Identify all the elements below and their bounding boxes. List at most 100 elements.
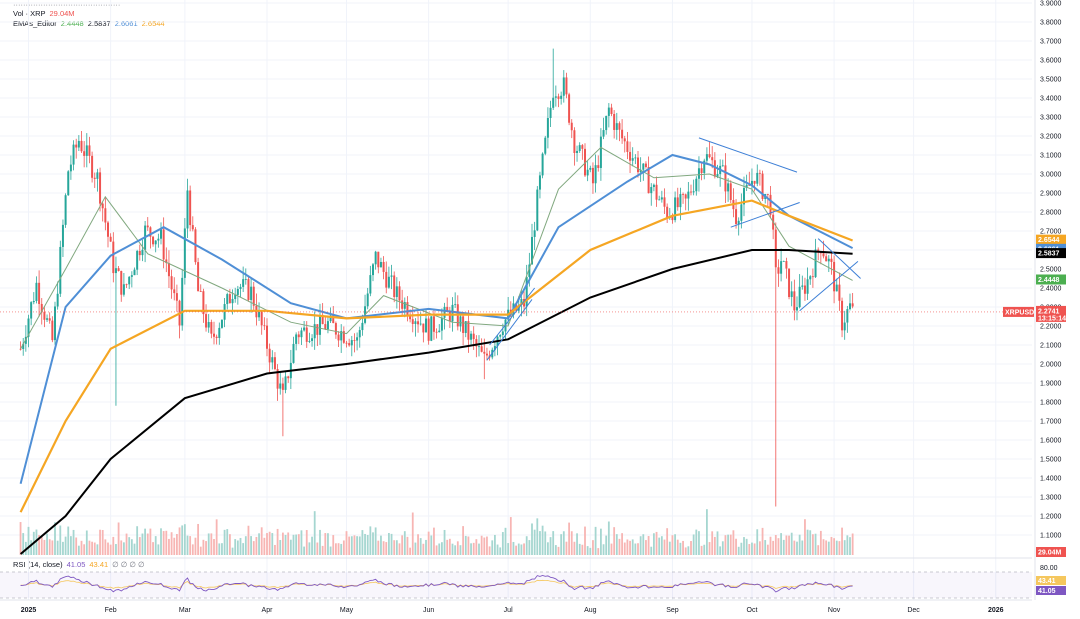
- candle-body: [740, 204, 743, 221]
- candle-body: [610, 107, 613, 114]
- volume-bar: [430, 535, 433, 555]
- volume-bar: [475, 539, 478, 555]
- trendline: [730, 202, 800, 228]
- candle-body: [69, 164, 72, 172]
- candle-body: [525, 276, 528, 307]
- candle-body: [295, 334, 298, 344]
- volume-bar: [486, 536, 488, 555]
- candle-body: [59, 246, 62, 294]
- candle-body: [236, 289, 239, 295]
- candle-body: [170, 276, 173, 290]
- candle-body: [584, 148, 586, 176]
- volume-bar: [557, 546, 560, 555]
- volume-bar: [634, 543, 637, 555]
- candle-body: [687, 191, 690, 199]
- volume-bar: [59, 525, 62, 555]
- candle-body: [287, 376, 290, 379]
- tag-countdown: 13:15:14: [1038, 315, 1066, 322]
- candle-body: [281, 383, 284, 390]
- volume-bar: [690, 541, 692, 555]
- volume-bar: [613, 527, 616, 555]
- candle-body: [448, 311, 451, 322]
- price-axis-tick: 1.4000: [1040, 476, 1062, 483]
- candle-body: [46, 318, 49, 320]
- volume-bar: [255, 536, 258, 555]
- candle-body: [250, 286, 253, 300]
- volume-bar: [509, 517, 512, 555]
- ema-green-line: [20, 146, 853, 350]
- volume-bar: [168, 538, 170, 555]
- volume-bar: [804, 519, 806, 555]
- volume-bar: [414, 542, 417, 555]
- volume-bar: [631, 539, 634, 555]
- volume-bar: [753, 543, 756, 555]
- volume-bar: [348, 536, 351, 555]
- volume-bar: [252, 541, 255, 555]
- candle-body: [470, 333, 473, 340]
- volume-bar: [849, 537, 851, 555]
- volume-bar: [782, 539, 785, 555]
- candle-body: [533, 230, 536, 237]
- volume-bar: [504, 527, 507, 555]
- price-axis-tick: 3.6000: [1040, 58, 1062, 65]
- candle-body: [308, 340, 311, 342]
- volume-bar: [101, 530, 104, 555]
- volume-bar: [189, 536, 192, 555]
- candle-body: [666, 206, 669, 219]
- volume-bar: [51, 540, 54, 555]
- candle-body: [136, 250, 139, 270]
- tag-ema-black: 2.5837: [1038, 251, 1060, 258]
- volume-bar: [340, 543, 343, 555]
- volume-bar: [91, 541, 93, 555]
- trendline: [486, 299, 533, 361]
- candle-body: [806, 279, 809, 294]
- volume-bar: [332, 535, 335, 555]
- volume-bar: [229, 534, 231, 555]
- volume-bar: [713, 536, 716, 555]
- volume-bar: [173, 537, 176, 555]
- volume-bar: [372, 532, 374, 555]
- volume-bar: [626, 539, 629, 555]
- candle-body: [735, 209, 738, 225]
- legend-rsi-label: RSI (14, close): [13, 560, 63, 569]
- price-axis-tick: 2.7000: [1040, 229, 1062, 236]
- candle-body: [350, 340, 353, 346]
- volume-bar: [456, 541, 459, 555]
- volume-bar: [27, 526, 30, 555]
- candle-body: [663, 197, 666, 207]
- volume-bar: [239, 537, 242, 555]
- price-axis-tick: 3.3000: [1040, 115, 1062, 122]
- volume-bar: [358, 536, 361, 555]
- candle-body: [202, 291, 205, 315]
- candle-body: [210, 322, 213, 334]
- volume-bar: [133, 543, 136, 555]
- volume-bar: [740, 542, 743, 555]
- candle-body: [120, 270, 123, 295]
- candle-body: [798, 286, 801, 308]
- candle-body: [292, 343, 295, 363]
- candle-body: [493, 346, 496, 350]
- volume-bar: [817, 545, 820, 555]
- candle-body: [607, 107, 610, 116]
- candle-body: [67, 171, 70, 196]
- price-axis-tick: 2.9000: [1040, 191, 1062, 198]
- volume-bar: [833, 538, 835, 555]
- candle-body: [697, 168, 700, 179]
- volume-bar: [409, 547, 411, 555]
- candle-body: [226, 294, 229, 305]
- candle-body: [708, 154, 711, 158]
- volume-bar: [806, 529, 809, 555]
- tag-symbol: XRPUSDT: [1005, 309, 1039, 316]
- candle-body: [599, 136, 602, 168]
- volume-bar: [395, 540, 398, 555]
- candle-body: [750, 180, 753, 186]
- volume-bar: [724, 535, 727, 555]
- candle-body: [167, 263, 170, 277]
- volume-bar: [382, 541, 385, 555]
- candle-body: [700, 168, 703, 174]
- price-axis-tick: 3.4000: [1040, 96, 1062, 103]
- volume-bar: [77, 545, 80, 555]
- candle-body: [321, 315, 324, 325]
